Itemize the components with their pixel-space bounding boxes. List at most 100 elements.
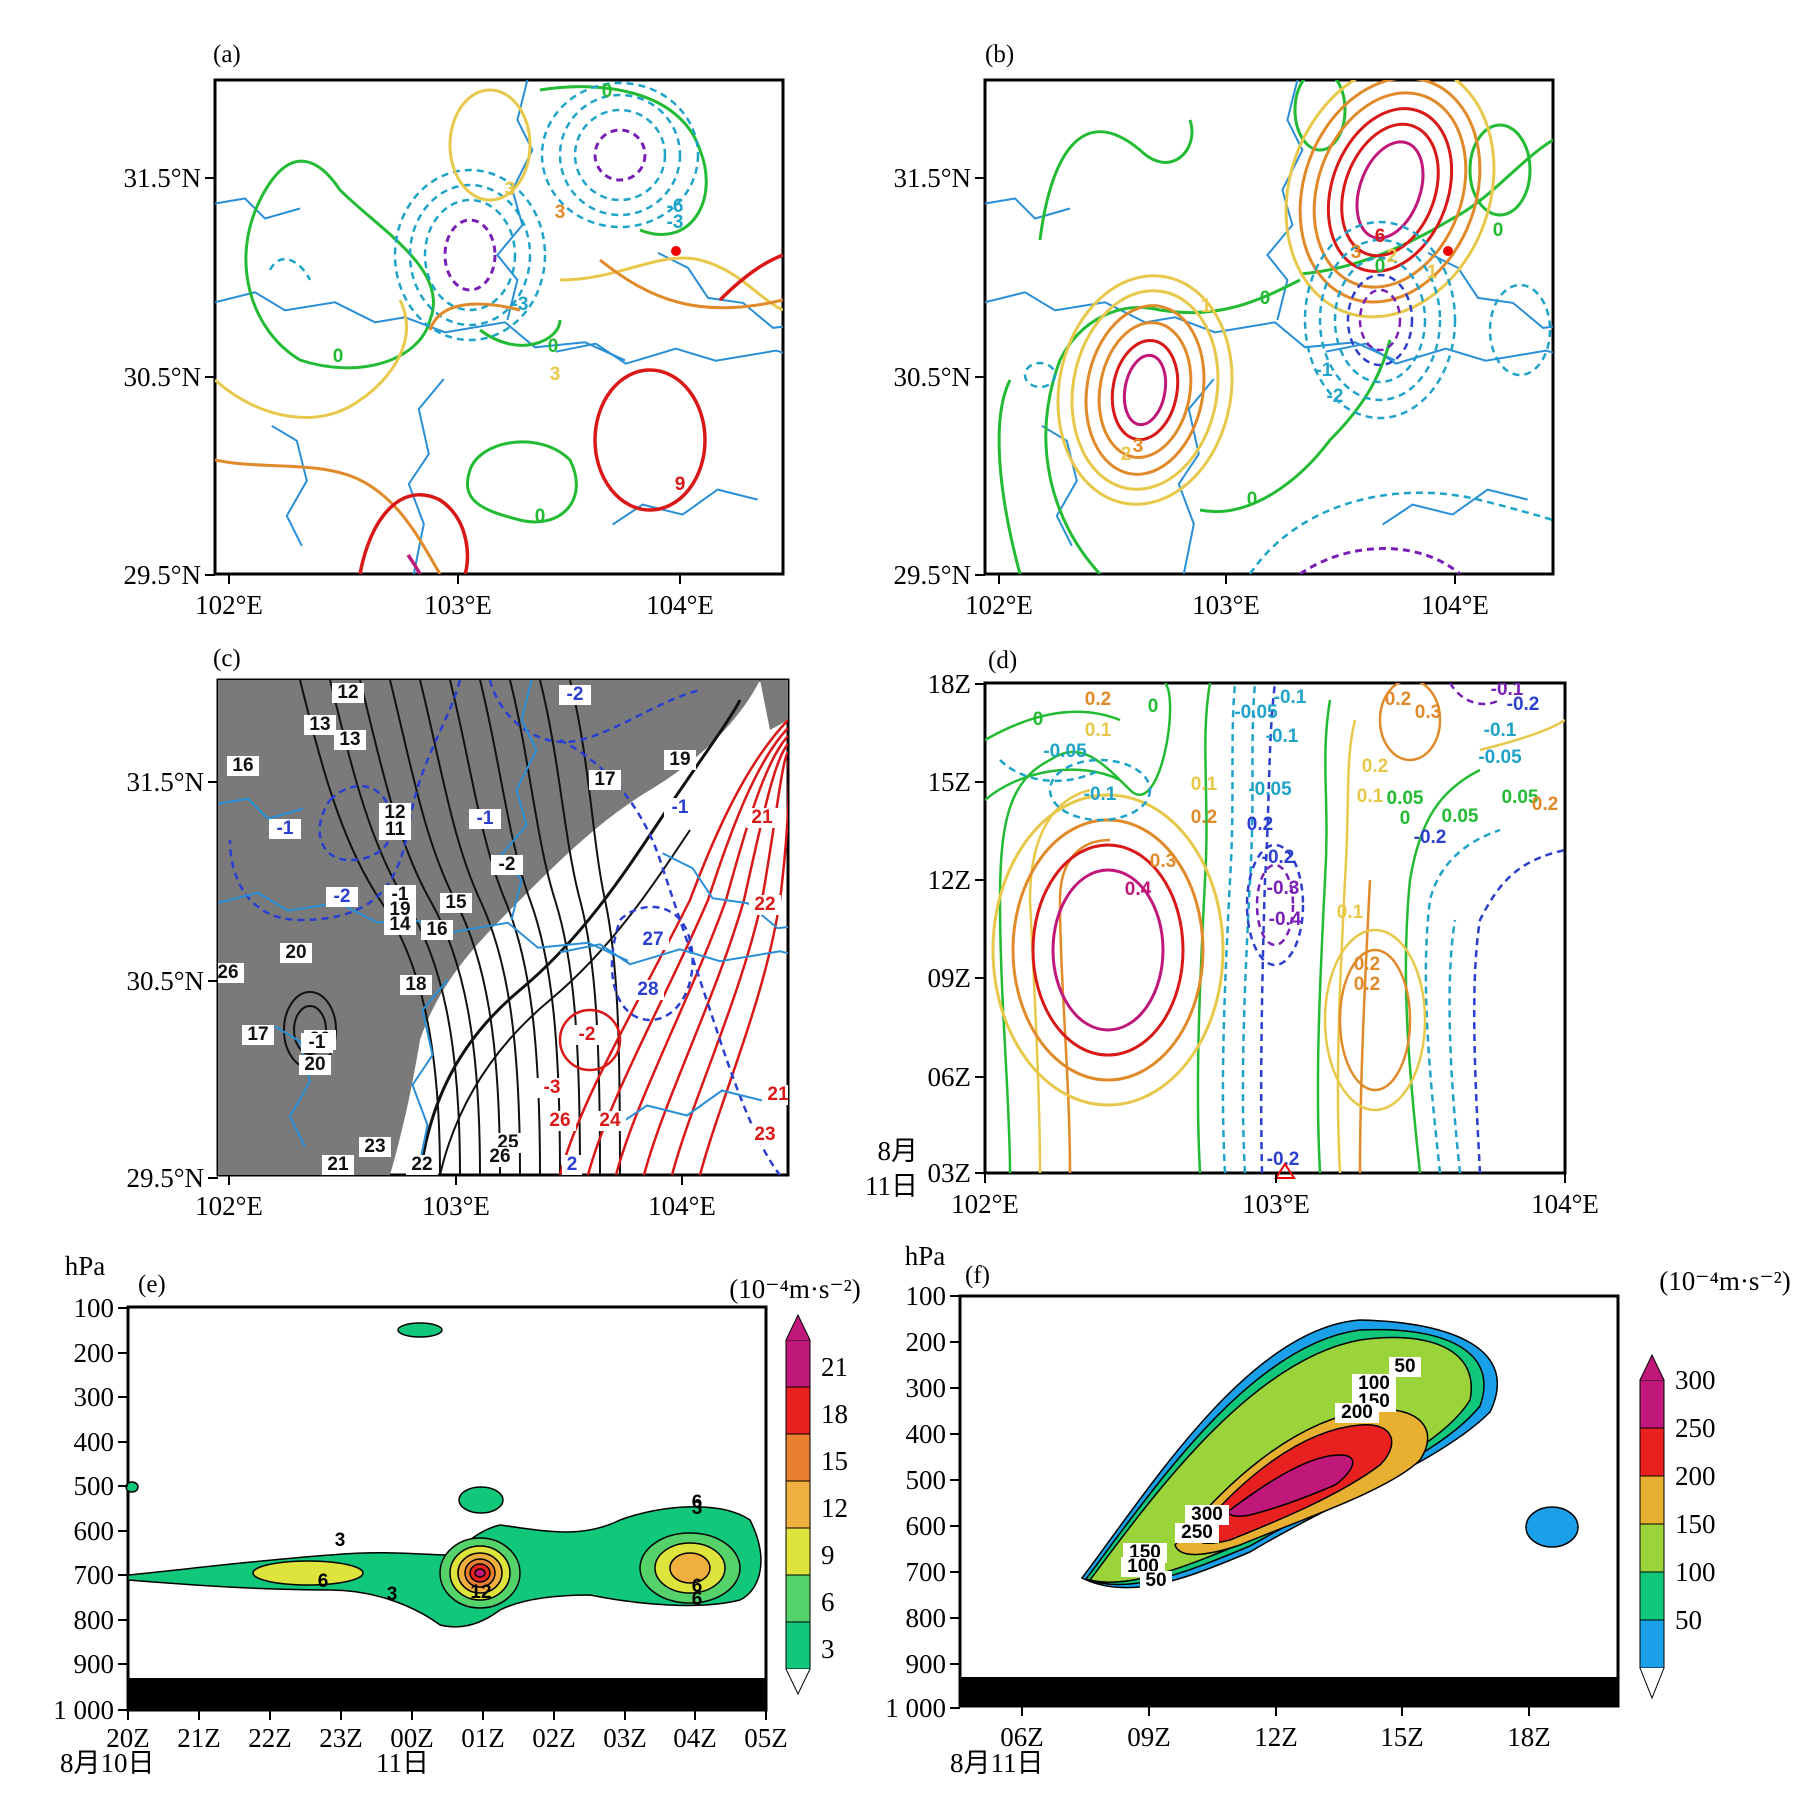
contour-label: -2 [334, 886, 351, 907]
contour-line [558, 719, 788, 1175]
contour-label: 1 [1201, 296, 1212, 317]
contour-line [1245, 843, 1305, 967]
date-label: 11日 [865, 1171, 918, 1201]
contour-line [1355, 140, 1425, 240]
contour-label-box [406, 1155, 438, 1175]
contour-line [443, 218, 497, 292]
colorbar-tick: 9 [821, 1540, 835, 1570]
contour-line [252, 1560, 364, 1586]
contour-fill-50 [1525, 1506, 1579, 1548]
x-tick-label: 104°E [1531, 1189, 1599, 1219]
contour-line [1038, 119, 1194, 241]
contour-label: 19 [669, 749, 690, 770]
y-tick-label: 200 [906, 1327, 947, 1357]
river-line [616, 1089, 763, 1127]
panel-label: (f) [965, 1262, 990, 1289]
colorbar-unit: (10⁻⁴m·s⁻²) [729, 1274, 861, 1304]
x-tick-label: 104°E [1421, 590, 1489, 620]
contour-label-box [304, 715, 336, 735]
colorbar-segment [785, 1339, 811, 1388]
y-tick-label: 100 [906, 1281, 947, 1311]
contour-label-box [379, 820, 411, 840]
contour-label-box [571, 1025, 603, 1045]
contour-line [997, 379, 1022, 574]
contour-line [1318, 238, 1442, 402]
contour-label: -0.05 [1478, 747, 1522, 768]
contour-label-box [749, 1125, 781, 1145]
contour-label: -0.1 [1491, 679, 1524, 700]
contour-label: 2 [1387, 246, 1398, 267]
contour-label: 9 [675, 474, 686, 495]
contour-line [1199, 339, 1392, 513]
contour-label: 6 [692, 1492, 703, 1513]
contour-line [1340, 122, 1440, 258]
contour-label-box [746, 808, 778, 828]
terrain-bar [128, 1678, 766, 1710]
contour-line [488, 680, 701, 744]
contour-line [1051, 868, 1165, 1032]
date-label: 8月11日 [950, 1748, 1044, 1778]
colorbar-tick: 150 [1675, 1509, 1716, 1539]
contour-line [1048, 758, 1152, 822]
contour-label: 6 [692, 1589, 703, 1610]
contour-line [1448, 919, 1462, 1173]
y-tick-label: 15Z [928, 767, 972, 797]
contour-line [1241, 683, 1257, 1173]
colorbar-segment [1639, 1619, 1665, 1669]
contour-label: 0.4 [1125, 879, 1152, 900]
contour-label-box [269, 819, 301, 839]
contour-line [1299, 547, 1461, 574]
contour-label: 0.1 [1357, 786, 1384, 807]
contour-label: -0.2 [1267, 1149, 1300, 1170]
y-tick-label: 800 [74, 1605, 115, 1635]
contour-label: 21 [327, 1154, 349, 1175]
x-tick-label: 22Z [248, 1723, 292, 1753]
y-tick-label: 500 [74, 1471, 115, 1501]
contour-line [1221, 683, 1237, 1173]
contour-label: 0.2 [1354, 974, 1380, 995]
contour-line [1097, 321, 1193, 459]
river-line [985, 197, 1071, 220]
contour-label: 0 [1148, 696, 1159, 717]
contour-label: 13 [339, 729, 360, 750]
contour-line [359, 680, 481, 1175]
contour-label: 20 [304, 1054, 325, 1075]
contour-line [1323, 928, 1427, 1112]
contour-line [1333, 256, 1427, 384]
contour-label-box [559, 685, 591, 705]
contour-line [991, 793, 1225, 1107]
x-tick-label: 02Z [532, 1723, 576, 1753]
contour-line [406, 553, 422, 574]
contour-line [1488, 283, 1552, 377]
contour-label: 13 [309, 714, 330, 735]
contour-label: 0.1 [1337, 902, 1364, 923]
contour-label: 3 [692, 1498, 703, 1519]
contour-line [558, 93, 682, 217]
colorbar-arrow [1639, 1353, 1665, 1381]
contour-label: -0.1 [1274, 687, 1307, 708]
x-tick-label: 102°E [951, 1189, 1019, 1219]
contour-label-box [491, 855, 523, 875]
y-tick-label: 03Z [928, 1158, 972, 1188]
colorbar-segment [785, 1574, 811, 1623]
x-tick-label: 23Z [319, 1723, 363, 1753]
contour-label: 50 [1145, 1570, 1166, 1591]
contour-label: 21 [751, 807, 773, 828]
shaded-terrain [760, 680, 788, 730]
station-marker [1443, 246, 1453, 256]
unshaded-patch [440, 990, 520, 1090]
contour-line [268, 258, 312, 281]
contour-label: 6 [318, 1571, 329, 1592]
panel-f-axes: (f)hPa(10⁻⁴m·s⁻²)50100150200300250150100… [885, 1241, 1791, 1778]
date-label: 8月 [878, 1136, 919, 1166]
contour-line [1338, 948, 1412, 1092]
contour-line [439, 829, 691, 1175]
river-line [407, 378, 445, 574]
y-tick-label: 700 [74, 1560, 115, 1590]
x-tick-label: 104°E [646, 590, 714, 620]
river-line [1382, 488, 1528, 526]
contour-label: -1 [277, 818, 294, 839]
contour-line [1298, 80, 1482, 304]
